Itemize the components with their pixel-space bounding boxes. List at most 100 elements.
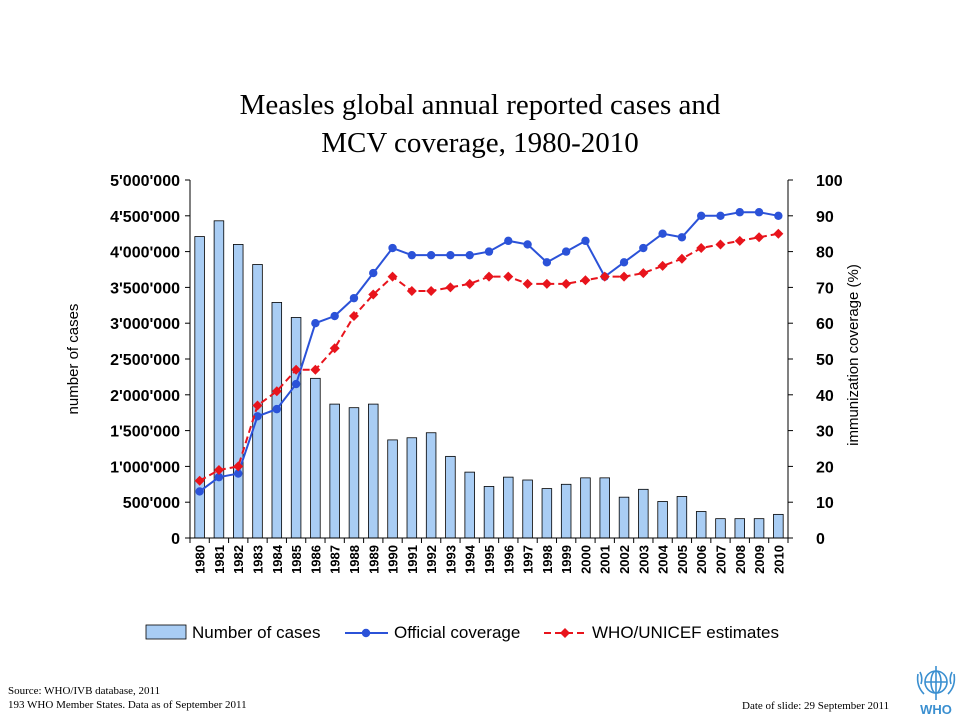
point-official-1988 [349,293,359,303]
x-tick-label-1998: 1998 [540,545,555,574]
point-estimates-1988 [348,311,359,322]
point-estimates-2006 [696,243,707,254]
chart-title: Measles global annual reported cases and… [0,86,960,162]
slide-date: Date of slide: 29 September 2011 [742,700,890,712]
bar-1982 [233,244,244,539]
bar-2008 [734,518,745,539]
point-official-1998 [542,258,552,267]
point-estimates-2000 [580,275,591,286]
y-tick-label-right: 70 [816,280,834,297]
point-estimates-2010 [773,228,784,239]
measles-chart: 0 500'000 1'000'000 1'500'000 2'000'000 2'500… [65,173,862,642]
x-tick-label-2010: 2010 [771,545,786,574]
point-official-1981 [214,472,224,482]
bar-1994 [464,471,475,539]
point-official-1994 [465,250,474,260]
point-estimates-1991 [406,285,417,296]
point-official-2008 [735,208,744,217]
x-tick-label-1996: 1996 [501,545,516,574]
y-tick-label-right: 30 [816,424,834,441]
point-official-2007 [716,211,725,220]
point-estimates-2003 [638,268,649,279]
bar-2006 [695,511,707,539]
x-tick-label-2005: 2005 [675,545,690,574]
y-tick-label-right: 100 [816,173,843,190]
x-tick-label-2001: 2001 [598,545,613,574]
point-official-1989 [369,268,378,278]
y-tick-label-left: 2'500'000 [110,352,180,369]
point-estimates-2005 [676,253,687,264]
x-tick-label-1995: 1995 [482,545,497,574]
who-emblem-icon: WHO [916,666,956,717]
y-tick-label-left: 1'000'000 [110,459,180,476]
point-estimates-2001 [599,271,610,282]
x-tick-label-2008: 2008 [733,545,748,574]
source-line-1: Source: WHO/IVB database, 2011 [8,685,161,697]
chart-title-line-2: MCV coverage, 1980-2010 [321,127,639,159]
legend-swatch-cases [145,624,187,640]
point-official-1982 [234,469,243,478]
x-tick-label-2006: 2006 [694,545,709,574]
bar-1995 [483,486,495,539]
point-estimates-1987 [329,343,340,354]
point-official-2003 [639,243,648,253]
legend-label-cases: Number of cases [192,623,321,642]
y-tick-label-left: 4'000'000 [110,245,180,262]
point-official-1983 [253,412,262,421]
bar-1987 [329,403,340,539]
point-estimates-1983 [252,400,263,411]
y-tick-label-left: 0 [171,531,180,548]
bar-2007 [715,518,726,539]
bar-2000 [580,477,591,539]
point-estimates-1986 [310,364,321,375]
x-tick-label-2002: 2002 [617,545,632,574]
bar-1981 [213,220,225,539]
x-tick-label-1988: 1988 [347,545,362,574]
x-tick-label-1984: 1984 [270,544,285,574]
bar-2010 [773,513,784,539]
point-estimates-1999 [561,278,572,289]
point-estimates-2009 [754,232,765,243]
bar-1991 [406,437,418,539]
bar-1986 [310,377,321,539]
bar-2001 [599,477,610,539]
y-tick-label-left: 3'000'000 [110,316,180,333]
point-official-2010 [774,211,783,220]
source-note: Source: WHO/IVB database, 2011 193 WHO M… [8,684,247,712]
y-tick-label-left: 1'500'000 [110,424,180,441]
point-official-1995 [484,247,494,256]
y-tick-label-left: 3'500'000 [110,280,180,297]
x-tick-label-2004: 2004 [656,544,671,574]
point-official-1987 [330,311,339,321]
legend-marker-estimates [560,628,570,638]
y-tick-label-left: 500'000 [123,495,180,512]
bar-1997 [522,479,533,539]
bar-1990 [387,439,398,539]
point-estimates-1998 [541,278,552,289]
series-line-estimates [199,232,779,482]
legend-marker-official [361,628,371,638]
point-official-1997 [523,240,532,249]
point-official-1990 [388,243,397,253]
chart-title-line-1: Measles global annual reported cases and [239,89,721,121]
x-tick-label-1992: 1992 [424,545,439,574]
point-estimates-1985 [291,364,302,375]
bar-1988 [348,407,360,539]
point-official-1996 [504,236,513,246]
y-tick-label-right: 50 [816,352,834,369]
y-tick-label-right: 80 [816,245,834,262]
x-tick-label-1987: 1987 [328,545,343,574]
bar-1999 [560,483,572,539]
x-tick-label-1990: 1990 [386,545,401,574]
point-estimates-1994 [464,278,475,289]
bar-1985 [290,317,302,539]
y-axis-title-left: number of cases [65,304,82,415]
y-tick-label-left: 5'000'000 [110,173,180,190]
point-estimates-1980 [194,475,205,486]
point-estimates-1997 [522,278,533,289]
point-estimates-1992 [426,285,437,296]
point-estimates-1981 [213,464,224,475]
point-estimates-1993 [445,282,456,293]
bar-2009 [753,518,765,539]
bar-1992 [425,432,437,539]
